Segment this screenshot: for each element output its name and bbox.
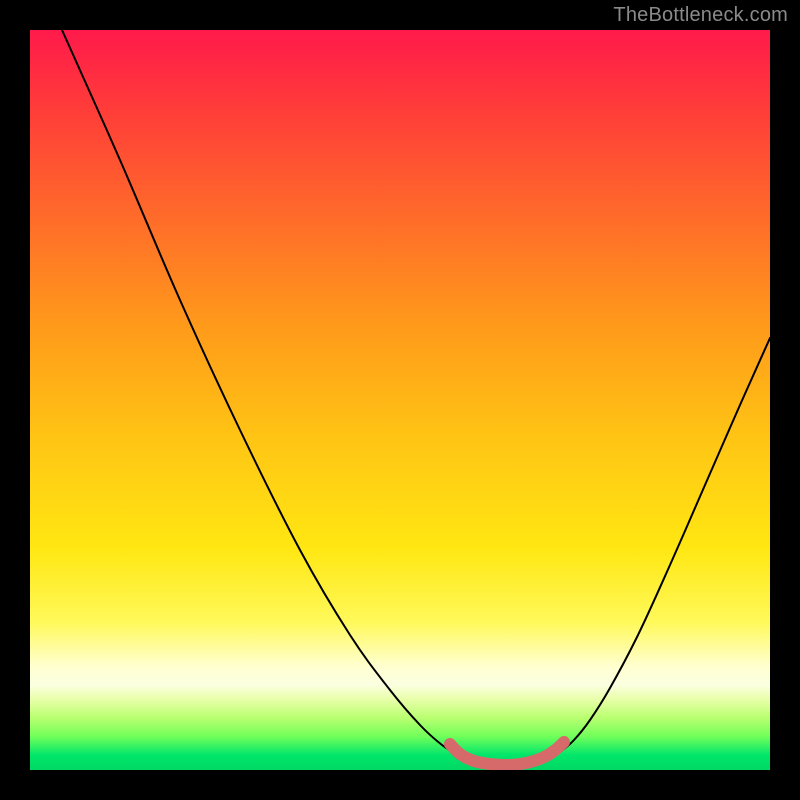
chart-container: TheBottleneck.com <box>0 0 800 800</box>
gradient-background <box>30 30 770 770</box>
plot-area <box>30 30 770 770</box>
watermark-text: TheBottleneck.com <box>613 4 788 27</box>
chart-svg <box>30 30 770 770</box>
